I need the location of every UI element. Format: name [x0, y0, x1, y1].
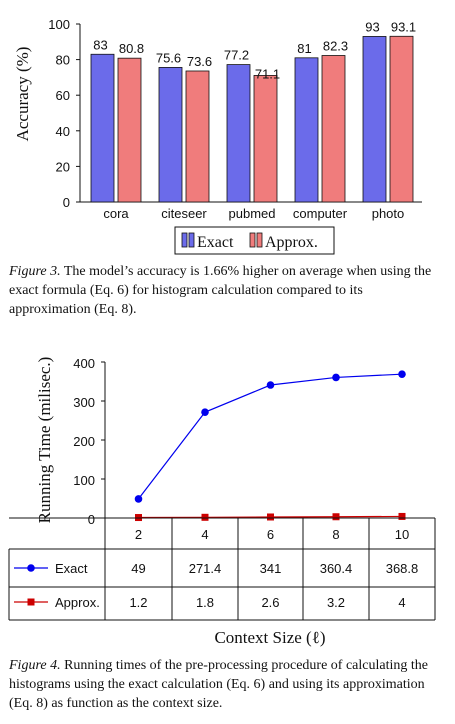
- y-axis-label: Accuracy (%): [13, 47, 32, 142]
- row-label-approx: Approx.: [55, 595, 100, 610]
- bar-exact: [226, 64, 251, 203]
- table-cell: 1.2: [129, 595, 147, 610]
- category-label: citeseer: [161, 206, 207, 221]
- table-cell: 3.2: [327, 595, 345, 610]
- data-label: 77.2: [224, 48, 249, 63]
- data-label: 82.3: [323, 39, 348, 54]
- y-axis-label: Running Time (milisec.): [35, 357, 54, 524]
- y-tick-label: 60: [56, 88, 70, 103]
- accuracy-bar-chart: Accuracy (%) 0 20 40 60 80 100 83 80.8 75.6 73.6…: [13, 17, 422, 255]
- legend-swatch-approx-b: [256, 232, 263, 248]
- data-label: 81: [297, 41, 311, 56]
- x-tick-label: 10: [395, 527, 409, 542]
- data-label: 73.6: [187, 54, 212, 69]
- row-label-exact: Exact: [55, 561, 88, 576]
- category-label: photo: [372, 206, 405, 221]
- y-tick-label: 0: [63, 195, 70, 210]
- table-cell: 2.6: [261, 595, 279, 610]
- y-tick-label: 100: [73, 473, 95, 488]
- table-cell: 368.8: [386, 561, 419, 576]
- data-label: 93: [365, 19, 379, 34]
- table-cell: 4: [398, 595, 405, 610]
- table-cell: 1.8: [196, 595, 214, 610]
- x-axis-label: Context Size (ℓ): [214, 628, 325, 647]
- table-cell: 49: [131, 561, 145, 576]
- point-exact: [332, 373, 340, 382]
- figure-3-text: The model’s accuracy is 1.66% higher on …: [9, 264, 432, 317]
- table-cell: 341: [260, 561, 282, 576]
- y-tick-label: 20: [56, 159, 70, 174]
- y-tick-label: 80: [56, 53, 70, 68]
- legend-key-marker-exact: [27, 564, 35, 572]
- point-exact: [134, 495, 143, 503]
- bar-approx: [389, 35, 414, 203]
- legend-box: [174, 226, 335, 255]
- point-exact: [201, 408, 209, 416]
- point-approx: [267, 513, 274, 521]
- y-tick-label: 100: [48, 17, 70, 32]
- point-exact: [398, 370, 406, 378]
- data-label: 71.1: [255, 66, 280, 81]
- point-exact: [266, 381, 275, 389]
- figure-3-caption: Figure 3. The model’s accuracy is 1.66% …: [9, 262, 441, 319]
- series-line-exact: [138, 373, 403, 500]
- figure-4-caption: Figure 4. Running times of the pre-proce…: [9, 656, 441, 713]
- table-cell: 271.4: [189, 561, 222, 576]
- figure-3-label: Figure 3.: [9, 264, 61, 279]
- x-tick-label: 6: [267, 527, 274, 542]
- category-label: cora: [103, 206, 129, 221]
- legend-label-approx: Approx.: [265, 234, 318, 251]
- running-time-line-chart: Running Time (milisec.) 0 100 200 300 400 2 4…: [8, 356, 436, 647]
- point-approx: [332, 513, 340, 521]
- bar-exact: [90, 53, 115, 203]
- figure-4-label: Figure 4.: [9, 658, 61, 673]
- data-label: 93.1: [391, 19, 416, 34]
- bar-approx: [117, 57, 142, 203]
- x-tick-label: 2: [135, 527, 142, 542]
- legend-swatch-exact-b: [188, 232, 195, 248]
- legend: Exact Approx.: [174, 226, 335, 255]
- data-label: 75.6: [156, 50, 181, 65]
- bar-approx: [185, 70, 210, 203]
- bar-exact: [294, 57, 319, 203]
- bar-exact: [158, 67, 183, 203]
- x-tick-label: 4: [201, 527, 208, 542]
- y-tick-label: 400: [73, 356, 95, 371]
- point-approx: [201, 513, 209, 521]
- legend-label-exact: Exact: [197, 234, 234, 251]
- data-label: 80.8: [119, 41, 144, 56]
- point-approx: [398, 512, 406, 520]
- y-tick-label: 40: [56, 124, 70, 139]
- legend-swatch-approx-a: [249, 232, 256, 248]
- y-tick-label: 0: [88, 512, 95, 527]
- legend-key-marker-approx: [27, 598, 35, 606]
- data-label: 83: [93, 37, 107, 52]
- bar-approx: [321, 55, 346, 203]
- table-cell: 360.4: [320, 561, 353, 576]
- figure-4-text: Running times of the pre-processing proc…: [9, 658, 428, 711]
- category-label: pubmed: [229, 206, 276, 221]
- y-tick-label: 300: [73, 395, 95, 410]
- category-label: computer: [293, 206, 348, 221]
- y-tick-label: 200: [73, 434, 95, 449]
- x-tick-label: 8: [332, 527, 339, 542]
- bar-exact: [362, 36, 387, 203]
- legend-swatch-exact-a: [181, 232, 188, 248]
- bar-approx: [253, 75, 278, 203]
